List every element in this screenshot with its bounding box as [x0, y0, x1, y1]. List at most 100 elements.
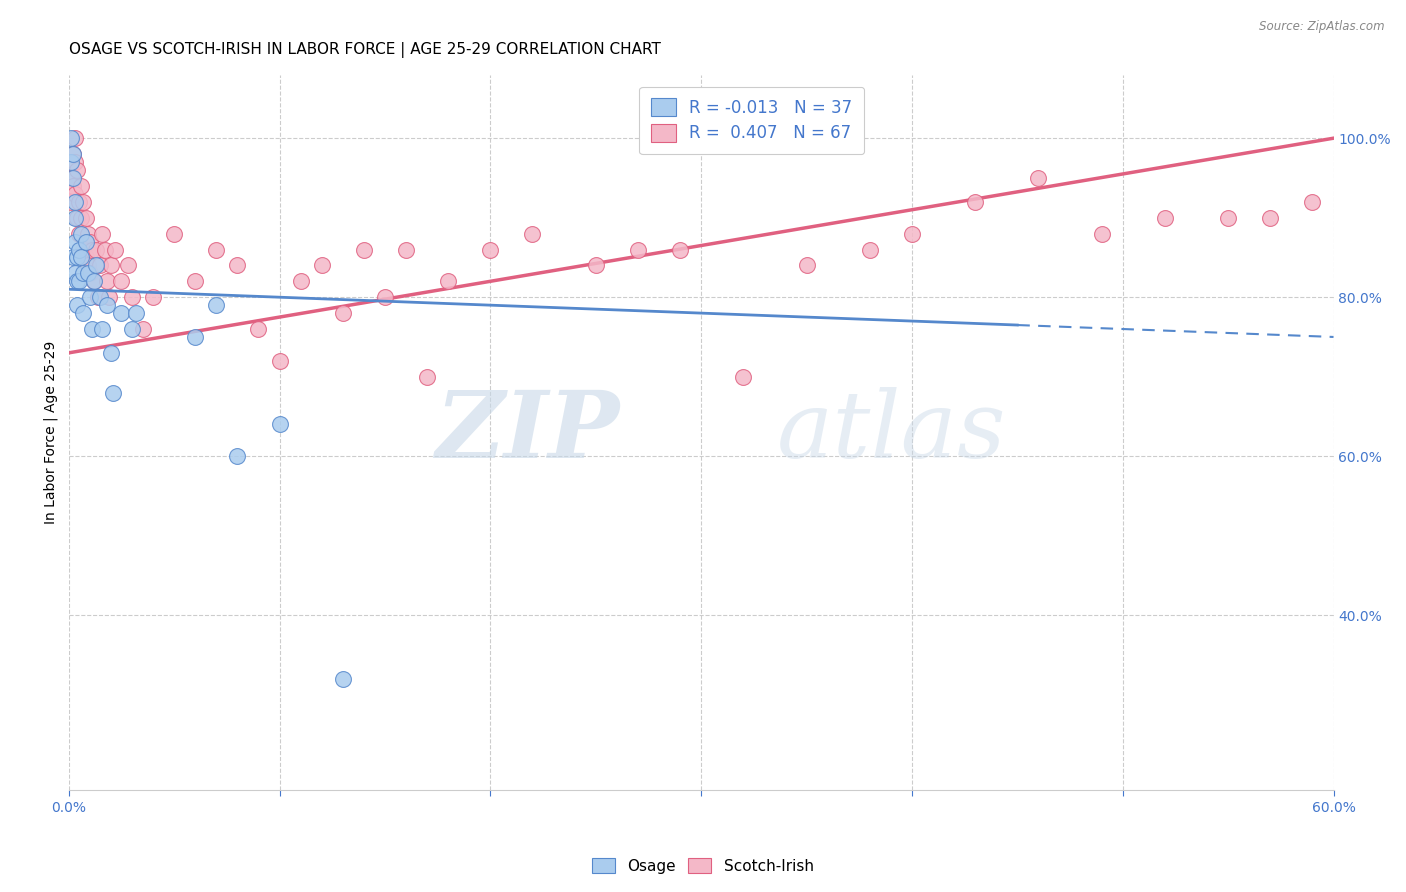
Point	[63, 235, 86, 249]
Point	[269, 417, 291, 432]
Point	[125, 306, 148, 320]
Point	[63, 155, 86, 169]
Point	[121, 290, 143, 304]
Point	[63, 211, 86, 225]
Point	[91, 322, 114, 336]
Point	[72, 306, 94, 320]
Point	[1154, 211, 1177, 225]
Point	[62, 251, 84, 265]
Text: atlas: atlas	[778, 387, 1007, 477]
Point	[247, 322, 270, 336]
Point	[395, 243, 418, 257]
Text: Source: ZipAtlas.com: Source: ZipAtlas.com	[1260, 20, 1385, 33]
Point	[62, 170, 84, 185]
Point	[859, 243, 882, 257]
Point	[163, 227, 186, 241]
Point	[66, 274, 89, 288]
Point	[80, 243, 103, 257]
Point	[76, 227, 98, 241]
Point	[374, 290, 396, 304]
Text: ZIP: ZIP	[434, 387, 619, 477]
Point	[416, 369, 439, 384]
Point	[93, 243, 115, 257]
Point	[66, 211, 89, 225]
Point	[437, 274, 460, 288]
Point	[965, 194, 987, 209]
Point	[63, 131, 86, 145]
Point	[100, 346, 122, 360]
Point	[669, 243, 692, 257]
Point	[72, 194, 94, 209]
Point	[76, 266, 98, 280]
Point	[1258, 211, 1281, 225]
Point	[89, 290, 111, 304]
Point	[627, 243, 650, 257]
Point	[67, 194, 90, 209]
Point	[76, 259, 98, 273]
Point	[479, 243, 502, 257]
Point	[66, 163, 89, 178]
Point	[205, 243, 228, 257]
Point	[332, 672, 354, 686]
Point	[80, 322, 103, 336]
Y-axis label: In Labor Force | Age 25-29: In Labor Force | Age 25-29	[44, 341, 58, 524]
Point	[63, 186, 86, 201]
Point	[83, 274, 105, 288]
Point	[353, 243, 375, 257]
Point	[110, 306, 132, 320]
Point	[311, 259, 333, 273]
Point	[67, 274, 90, 288]
Point	[79, 235, 101, 249]
Point	[91, 227, 114, 241]
Point	[62, 178, 84, 193]
Point	[63, 194, 86, 209]
Point	[1028, 170, 1050, 185]
Point	[121, 322, 143, 336]
Point	[75, 235, 97, 249]
Legend: R = -0.013   N = 37, R =  0.407   N = 67: R = -0.013 N = 37, R = 0.407 N = 67	[640, 87, 865, 153]
Legend: Osage, Scotch-Irish: Osage, Scotch-Irish	[586, 852, 820, 880]
Point	[67, 243, 90, 257]
Point	[70, 178, 93, 193]
Point	[83, 274, 105, 288]
Point	[75, 251, 97, 265]
Point	[96, 298, 118, 312]
Point	[100, 259, 122, 273]
Point	[205, 298, 228, 312]
Point	[63, 266, 86, 280]
Point	[59, 170, 82, 185]
Point	[1091, 227, 1114, 241]
Point	[67, 227, 90, 241]
Point	[101, 385, 124, 400]
Point	[131, 322, 153, 336]
Point	[796, 259, 818, 273]
Point	[79, 266, 101, 280]
Point	[332, 306, 354, 320]
Point	[269, 353, 291, 368]
Point	[96, 274, 118, 288]
Point	[59, 131, 82, 145]
Point	[75, 211, 97, 225]
Point	[142, 290, 165, 304]
Point	[184, 274, 207, 288]
Point	[97, 290, 120, 304]
Point	[226, 259, 249, 273]
Point	[59, 194, 82, 209]
Point	[585, 259, 607, 273]
Point	[1301, 194, 1323, 209]
Point	[901, 227, 924, 241]
Point	[84, 259, 107, 273]
Point	[290, 274, 312, 288]
Point	[72, 266, 94, 280]
Point	[72, 243, 94, 257]
Point	[226, 449, 249, 463]
Point	[84, 243, 107, 257]
Text: OSAGE VS SCOTCH-IRISH IN LABOR FORCE | AGE 25-29 CORRELATION CHART: OSAGE VS SCOTCH-IRISH IN LABOR FORCE | A…	[69, 42, 661, 58]
Point	[66, 298, 89, 312]
Point	[70, 227, 93, 241]
Point	[62, 147, 84, 161]
Point	[87, 290, 110, 304]
Point	[522, 227, 544, 241]
Point	[110, 274, 132, 288]
Point	[79, 290, 101, 304]
